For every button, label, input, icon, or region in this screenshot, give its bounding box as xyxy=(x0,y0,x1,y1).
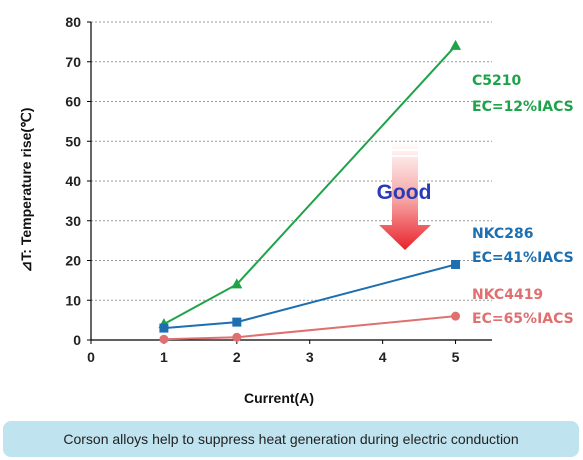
y-tick-label: 70 xyxy=(65,54,81,70)
series-layer xyxy=(158,39,462,344)
caption-text: Corson alloys help to suppress heat gene… xyxy=(63,431,519,447)
x-axis-title: Current(A) xyxy=(244,390,314,406)
y-axis-title: ⊿T: Temperature rise(℃) xyxy=(18,108,34,273)
series-line-NKC286 xyxy=(163,263,456,330)
y-tick-label: 10 xyxy=(65,292,81,308)
x-tick-label: 5 xyxy=(452,349,460,365)
y-tick-label: 80 xyxy=(65,14,81,30)
data-point-NKC286 xyxy=(232,317,242,327)
good-arrow: Good xyxy=(377,142,432,250)
caption-banner: Corson alloys help to suppress heat gene… xyxy=(3,421,579,457)
series-conductivity-label: EC=65%IACS xyxy=(472,311,574,327)
y-tick-label: 50 xyxy=(65,133,81,149)
data-point-C5210 xyxy=(450,39,462,50)
series-name-label: C5210 xyxy=(472,73,521,89)
y-tick-label: 20 xyxy=(65,253,81,269)
y-tick-label: 40 xyxy=(65,173,81,189)
x-tick-labels: 0 1 2 3 4 5 xyxy=(87,349,460,365)
y-tick-labels: 0 10 20 30 40 50 60 70 80 xyxy=(65,14,81,348)
chart: 0 1 2 3 4 5 0 10 20 30 40 50 60 70 80 Good C5210 EC=12… xyxy=(18,14,574,406)
series-conductivity-label: EC=41%IACS xyxy=(472,250,574,266)
series-labels: C5210 EC=12%IACS NKC286 EC=41%IACS NKC4419 EC… xyxy=(472,73,574,327)
x-tick-label: 4 xyxy=(379,349,387,365)
data-point-NKC286 xyxy=(159,323,169,333)
data-point-NKC4419 xyxy=(232,332,242,342)
series-line-NKC4419 xyxy=(163,315,456,341)
data-point-C5210 xyxy=(231,278,243,289)
x-tick-label: 1 xyxy=(160,349,168,365)
grid-lines xyxy=(91,21,492,301)
series-name-label: NKC286 xyxy=(472,226,533,242)
series-name-label: NKC4419 xyxy=(472,287,543,303)
y-tick-label: 30 xyxy=(65,213,81,229)
data-point-NKC4419 xyxy=(159,334,169,344)
data-point-NKC4419 xyxy=(451,311,461,321)
x-tick-label: 2 xyxy=(233,349,241,365)
y-tick-label: 60 xyxy=(65,94,81,110)
y-tick-label: 0 xyxy=(73,332,81,348)
x-tick-label: 3 xyxy=(306,349,314,365)
data-point-NKC286 xyxy=(451,259,461,269)
good-arrow-shape xyxy=(379,142,431,250)
series-conductivity-label: EC=12%IACS xyxy=(472,99,574,115)
x-tick-label: 0 xyxy=(87,349,95,365)
good-label: Good xyxy=(377,181,432,204)
